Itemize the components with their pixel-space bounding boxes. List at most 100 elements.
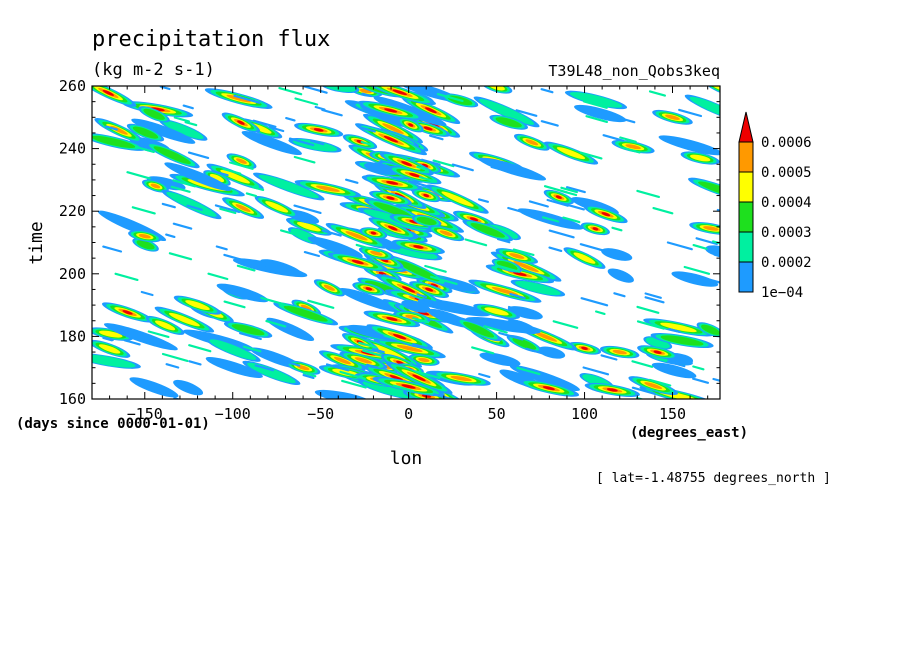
precip-streak	[345, 178, 359, 184]
precip-streak	[407, 180, 429, 188]
precip-feature	[428, 225, 465, 242]
precip-feature	[543, 141, 599, 165]
precip-streak	[278, 359, 301, 367]
precip-streak	[321, 229, 342, 237]
precip-streak	[594, 310, 606, 315]
precip-streak	[103, 336, 115, 341]
precip-streak	[294, 97, 319, 106]
y-tick-label: 160	[59, 390, 86, 408]
precip-feature	[397, 117, 424, 133]
precip-streak	[507, 305, 534, 315]
x-tick-label: 100	[571, 405, 598, 423]
precip-streak	[541, 216, 560, 223]
precip-feature	[401, 96, 461, 125]
precip-feature	[391, 239, 445, 255]
precip-streak	[393, 384, 414, 392]
precip-feature	[409, 281, 450, 299]
precip-feature	[92, 353, 141, 369]
precip-feature	[146, 176, 186, 191]
precip-feature	[650, 332, 714, 349]
precip-streak	[123, 339, 141, 346]
precip-streak	[188, 360, 202, 366]
precip-feature	[339, 288, 400, 312]
precip-feature	[92, 132, 146, 151]
y-tick-label: 260	[59, 77, 86, 95]
precip-feature	[688, 177, 720, 202]
precip-feature	[705, 245, 720, 258]
precip-feature	[358, 246, 394, 260]
precipitation-field	[92, 86, 720, 399]
precip-streak	[636, 189, 661, 198]
colorbar-label: 0.0003	[761, 225, 812, 241]
precip-streak	[582, 366, 610, 376]
latitude-note: [ lat=-1.48755 degrees_north ]	[596, 471, 831, 486]
precip-streak	[245, 192, 258, 198]
precip-streak	[430, 275, 458, 285]
precip-feature	[599, 345, 640, 359]
precip-feature	[431, 371, 491, 386]
precip-streak	[251, 186, 265, 191]
precip-feature	[680, 151, 720, 165]
precip-feature	[145, 315, 185, 335]
precip-feature	[226, 153, 257, 169]
precip-streak	[187, 151, 210, 159]
colorbar: 1e−04 0.0002 0.0003 0.0004 0.0005 0.0006	[738, 111, 812, 301]
precip-streak	[692, 377, 710, 384]
precip-feature	[131, 118, 196, 144]
precip-feature	[671, 271, 719, 287]
precip-feature	[455, 318, 502, 342]
units-label: (kg m-2 s-1)	[92, 60, 215, 80]
precip-feature	[92, 86, 137, 107]
x-axis-label: lon	[390, 448, 423, 469]
precip-streak	[172, 222, 193, 230]
precip-streak	[239, 332, 262, 341]
precip-feature	[611, 139, 655, 154]
colorbar-label: 0.0006	[761, 135, 812, 151]
x-tick-label: 50	[488, 405, 506, 423]
precip-streak	[416, 293, 427, 298]
precip-streak	[188, 344, 212, 353]
precip-streak	[613, 292, 626, 298]
precip-streak	[418, 176, 438, 183]
precip-streak	[507, 206, 529, 215]
precip-feature	[223, 321, 273, 338]
precip-feature	[154, 306, 215, 333]
precip-streak	[421, 158, 441, 166]
precip-streak	[223, 253, 245, 262]
precip-feature	[567, 341, 602, 355]
x-tick-label: 0	[404, 405, 413, 423]
precip-feature	[385, 361, 453, 395]
precip-feature	[241, 131, 302, 155]
precip-feature	[363, 310, 421, 328]
time-units-note: (days since 0000-01-01)	[16, 416, 210, 432]
precip-streak	[126, 171, 151, 180]
precip-streak	[495, 264, 521, 273]
colorbar-segment	[738, 231, 754, 263]
x-tick-label: −150	[127, 405, 163, 423]
precip-streak	[548, 246, 563, 252]
precip-streak	[540, 120, 559, 127]
precip-streak	[579, 151, 603, 160]
precip-feature	[359, 227, 388, 239]
precip-streak	[371, 348, 385, 354]
precip-feature	[416, 277, 453, 294]
precip-streak	[303, 251, 320, 258]
precip-feature	[92, 327, 134, 341]
x-tick-label: −100	[215, 405, 251, 423]
precip-streak	[172, 179, 196, 188]
precip-streak	[424, 264, 447, 273]
precip-feature	[103, 323, 178, 351]
precip-streak	[136, 146, 155, 153]
precip-feature	[684, 94, 720, 123]
precip-streak	[712, 377, 720, 382]
precip-feature	[253, 172, 325, 201]
precip-streak	[361, 92, 373, 98]
precip-feature	[643, 318, 714, 337]
colorbar-segment	[738, 201, 754, 233]
precip-streak	[383, 334, 396, 340]
precip-streak	[619, 136, 637, 143]
precip-streak	[131, 206, 156, 215]
precip-streak	[268, 125, 285, 133]
precip-feature	[205, 356, 263, 379]
